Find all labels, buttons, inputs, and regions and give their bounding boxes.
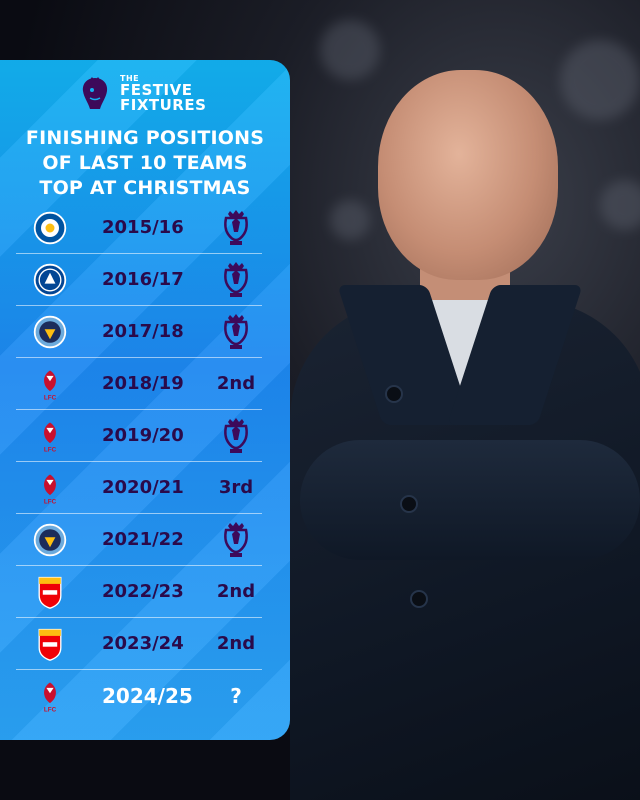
season-label: 2015/16 (102, 217, 184, 238)
season-row: 2022/23 2nd (16, 566, 262, 618)
crossed-arms (300, 440, 640, 560)
coat-button (385, 385, 403, 403)
club-crest: LFC (30, 676, 70, 716)
coat-button (400, 495, 418, 513)
club-crest (30, 260, 70, 300)
liverpool-crest-icon: LFC (44, 370, 57, 401)
title-line-2: OF LAST 10 TEAMS (42, 152, 248, 174)
club-crest (30, 520, 70, 560)
leicester-city-crest-icon (33, 211, 67, 244)
premier-league-lion-icon (82, 77, 108, 109)
page-title: FINISHING POSITIONS OF LAST 10 TEAMS TOP… (0, 126, 290, 201)
festive-fixtures-logo: THE FESTIVE FIXTURES (78, 74, 207, 114)
season-label: 2018/19 (102, 373, 184, 394)
season-row: LFC 2020/21 3rd (16, 462, 262, 514)
brand-the-text: THE (120, 74, 140, 83)
club-crest (30, 208, 70, 248)
season-row: LFC 2018/19 2nd (16, 358, 262, 410)
season-row: 2021/22 (16, 514, 262, 566)
premier-league-trophy-icon (224, 261, 248, 297)
finishing-position: ? (230, 683, 242, 708)
club-crest (30, 624, 70, 664)
club-crest (30, 572, 70, 612)
season-row: 2017/18 (16, 306, 262, 358)
season-label: 2016/17 (102, 269, 184, 290)
season-list: 2015/16 2016/17 2017/18 LFC 2018/19 2nd LFC 201… (16, 202, 262, 721)
manchester-city-crest-icon (33, 315, 67, 348)
finishing-position (210, 312, 262, 352)
premier-league-trophy-icon (224, 209, 248, 245)
finishing-position (210, 260, 262, 300)
liverpool-crest-icon: LFC (44, 682, 57, 713)
arsenal-crest-icon (38, 628, 62, 661)
finishing-position (210, 520, 262, 560)
brand-festive-text: FESTIVE (120, 81, 193, 99)
arsenal-crest-icon (38, 576, 62, 609)
title-line-3: TOP AT CHRISTMAS (39, 177, 251, 199)
season-label: 2023/24 (102, 633, 184, 654)
club-crest: LFC (30, 416, 70, 456)
brand-fixtures-text: FIXTURES (120, 96, 207, 114)
season-label: 2024/25 (102, 683, 193, 708)
svg-text:LFC: LFC (44, 446, 57, 453)
svg-text:LFC: LFC (44, 498, 57, 505)
finishing-position: 2nd (216, 581, 256, 602)
fixtures-panel: THE FESTIVE FIXTURES FINISHING POSITIONS… (0, 60, 290, 740)
season-label: 2021/22 (102, 529, 184, 550)
liverpool-crest-icon: LFC (44, 422, 57, 453)
svg-text:LFC: LFC (44, 394, 57, 401)
svg-text:LFC: LFC (44, 706, 57, 713)
season-label: 2022/23 (102, 581, 184, 602)
manager-head (378, 70, 558, 280)
season-label: 2020/21 (102, 477, 184, 498)
title-line-1: FINISHING POSITIONS (25, 127, 265, 149)
club-crest: LFC (30, 364, 70, 404)
premier-league-trophy-icon (224, 417, 248, 453)
season-row: 2015/16 (16, 202, 262, 254)
season-row: LFC 2019/20 (16, 410, 262, 462)
manchester-city-crest-icon (33, 523, 67, 556)
finishing-position: 2nd (216, 633, 256, 654)
finishing-position: 2nd (216, 373, 256, 394)
season-row: 2016/17 (16, 254, 262, 306)
finishing-position (210, 208, 262, 248)
season-label: 2017/18 (102, 321, 184, 342)
season-row: LFC 2024/25? (16, 670, 262, 721)
premier-league-trophy-icon (224, 313, 248, 349)
finishing-position (210, 416, 262, 456)
coat-button (410, 590, 428, 608)
season-label: 2019/20 (102, 425, 184, 446)
club-crest (30, 312, 70, 352)
season-row: 2023/24 2nd (16, 618, 262, 670)
finishing-position: 3rd (218, 477, 254, 498)
chelsea-crest-icon (33, 263, 67, 296)
club-crest: LFC (30, 468, 70, 508)
premier-league-trophy-icon (224, 521, 248, 557)
liverpool-crest-icon: LFC (44, 474, 57, 505)
